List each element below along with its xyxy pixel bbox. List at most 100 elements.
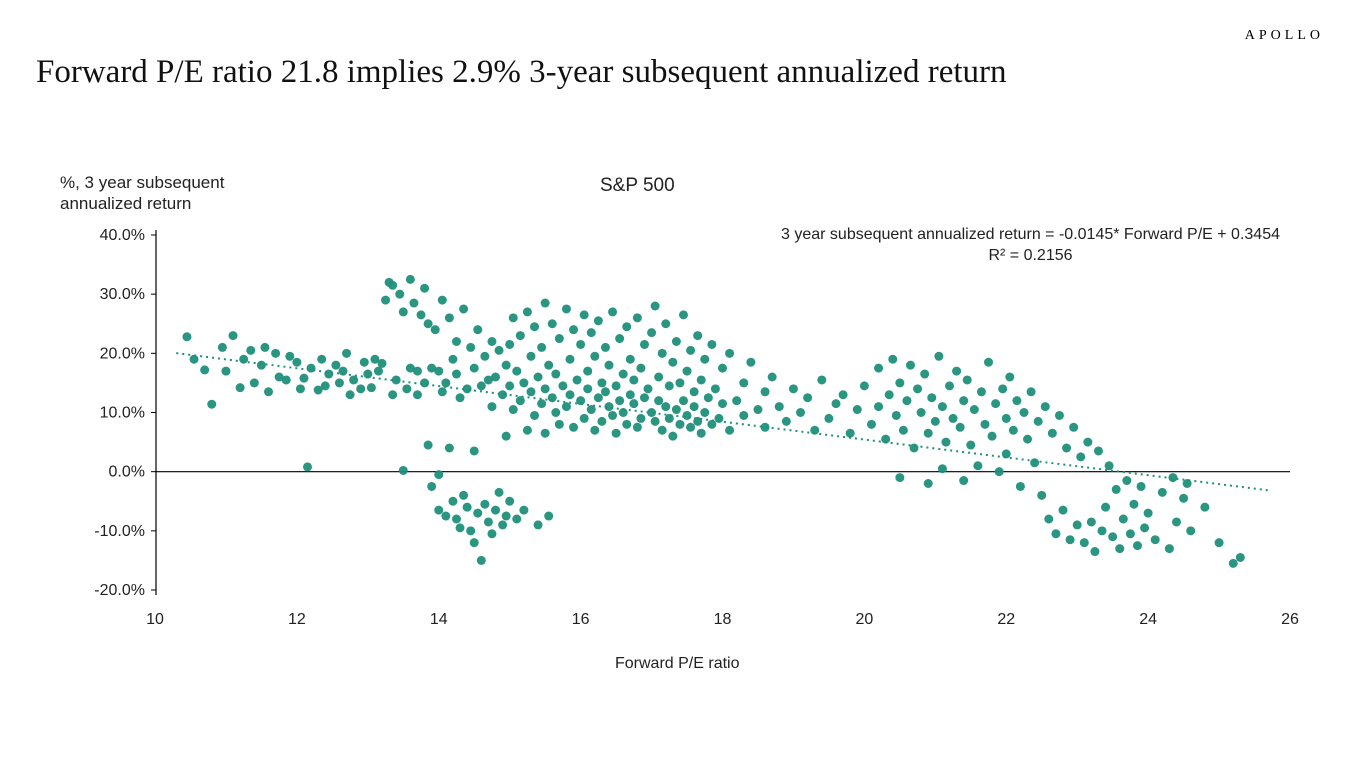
scatter-point <box>920 370 929 379</box>
scatter-point <box>537 343 546 352</box>
scatter-point <box>590 426 599 435</box>
scatter-point <box>860 381 869 390</box>
scatter-point <box>1066 535 1075 544</box>
scatter-point <box>424 441 433 450</box>
scatter-point <box>956 423 965 432</box>
scatter-point <box>711 384 720 393</box>
scatter-point <box>1172 517 1181 526</box>
scatter-point <box>555 334 564 343</box>
scatter-point <box>608 307 617 316</box>
scatter-point <box>480 500 489 509</box>
scatter-point <box>456 523 465 532</box>
scatter-point <box>548 319 557 328</box>
scatter-point <box>239 355 248 364</box>
x-tick-label: 14 <box>430 611 448 628</box>
scatter-point <box>470 538 479 547</box>
scatter-point <box>360 358 369 367</box>
scatter-point <box>679 310 688 319</box>
scatter-point <box>718 399 727 408</box>
scatter-point <box>399 466 408 475</box>
scatter-point <box>668 358 677 367</box>
scatter-point <box>612 429 621 438</box>
scatter-point <box>498 520 507 529</box>
scatter-point <box>832 399 841 408</box>
scatter-point <box>434 367 443 376</box>
scatter-point <box>505 381 514 390</box>
x-tick-label: 26 <box>1281 611 1299 628</box>
scatter-point <box>434 506 443 515</box>
scatter-point <box>615 334 624 343</box>
scatter-point <box>675 420 684 429</box>
scatter-point <box>282 375 291 384</box>
scatter-point <box>590 352 599 361</box>
scatter-point <box>1016 482 1025 491</box>
scatter-point <box>1236 553 1245 562</box>
scatter-point <box>502 512 511 521</box>
scatter-point <box>768 373 777 382</box>
scatter-point <box>938 402 947 411</box>
scatter-point <box>438 387 447 396</box>
scatter-point <box>487 529 496 538</box>
x-tick-label: 22 <box>997 611 1015 628</box>
scatter-point <box>374 367 383 376</box>
scatter-point <box>690 402 699 411</box>
scatter-point <box>761 423 770 432</box>
chart-title: S&P 500 <box>600 175 675 197</box>
scatter-point <box>654 373 663 382</box>
scatter-point <box>594 393 603 402</box>
scatter-point <box>906 361 915 370</box>
x-tick-label: 20 <box>855 611 873 628</box>
y-tick-label: -10.0% <box>94 523 145 540</box>
scatter-point <box>576 396 585 405</box>
scatter-point <box>452 370 461 379</box>
scatter-point <box>526 352 535 361</box>
scatter-point <box>413 367 422 376</box>
scatter-point <box>629 375 638 384</box>
scatter-point <box>867 420 876 429</box>
scatter-point <box>796 408 805 417</box>
scatter-point <box>438 296 447 305</box>
scatter-point <box>963 375 972 384</box>
scatter-point <box>654 396 663 405</box>
scatter-point <box>686 346 695 355</box>
scatter-point <box>661 402 670 411</box>
scatter-point <box>633 313 642 322</box>
scatter-point <box>431 325 440 334</box>
scatter-point <box>1027 387 1036 396</box>
scatter-point <box>534 520 543 529</box>
scatter-point <box>707 420 716 429</box>
scatter-point <box>1041 402 1050 411</box>
scatter-point <box>1023 435 1032 444</box>
scatter-point <box>367 383 376 392</box>
scatter-point <box>1229 559 1238 568</box>
scatter-point <box>895 473 904 482</box>
scatter-point <box>697 375 706 384</box>
scatter-point <box>587 328 596 337</box>
scatter-point <box>445 313 454 322</box>
scatter-point <box>303 462 312 471</box>
scatter-point <box>1012 396 1021 405</box>
scatter-point <box>519 378 528 387</box>
scatter-point <box>516 331 525 340</box>
scatter-point <box>1165 544 1174 553</box>
scatter-point <box>626 390 635 399</box>
scatter-point <box>910 444 919 453</box>
scatter-point <box>661 319 670 328</box>
scatter-point <box>651 417 660 426</box>
scatter-point <box>463 503 472 512</box>
scatter-point <box>739 411 748 420</box>
scatter-point <box>1019 408 1028 417</box>
scatter-point <box>519 506 528 515</box>
scatter-point <box>583 384 592 393</box>
scatter-point <box>551 408 560 417</box>
scatter-point <box>1119 515 1128 524</box>
scatter-point <box>700 408 709 417</box>
scatter-point <box>544 361 553 370</box>
scatter-point <box>874 364 883 373</box>
scatter-point <box>1158 488 1167 497</box>
scatter-point <box>973 461 982 470</box>
scatter-point <box>505 340 514 349</box>
scatter-point <box>1126 529 1135 538</box>
scatter-point <box>644 384 653 393</box>
scatter-point <box>594 316 603 325</box>
